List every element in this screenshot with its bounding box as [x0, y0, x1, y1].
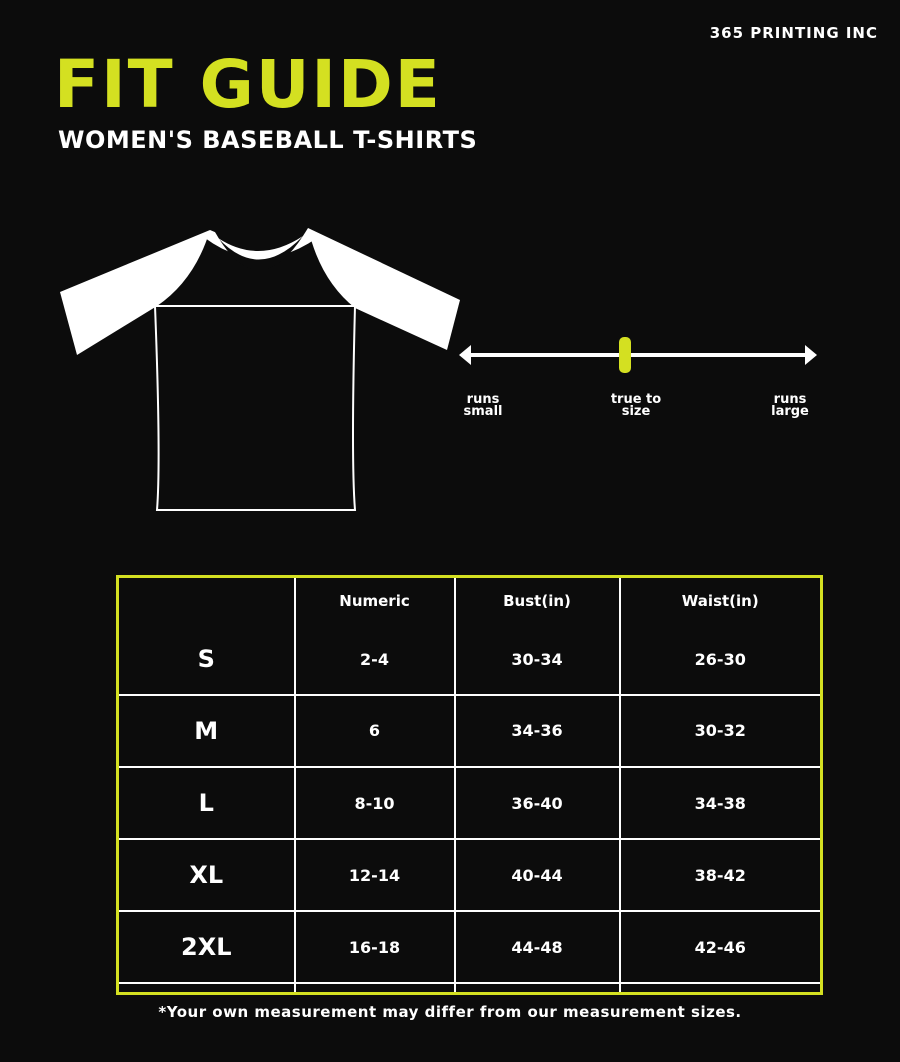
- table-row: L 8-10 36-40 34-38: [117, 765, 822, 841]
- size-cell: M: [117, 693, 296, 768]
- page-title: FIT GUIDE: [54, 46, 442, 123]
- fit-marker: [619, 337, 631, 373]
- header-cell: Bust(in): [453, 576, 621, 625]
- value-cell: 30-34: [453, 624, 621, 696]
- size-cell: 2XL: [117, 910, 296, 985]
- size-cell: L: [117, 765, 296, 841]
- header-cell: [117, 576, 296, 625]
- table-row: 2XL 16-18 44-48 42-46: [117, 910, 822, 985]
- table-row: M 6 34-36 30-32: [117, 693, 822, 768]
- fit-scale-arrow: [459, 337, 817, 373]
- value-cell: 40-44: [453, 838, 621, 913]
- table-row: S 2-4 30-34 26-30: [117, 624, 822, 696]
- value-cell: 6: [293, 693, 456, 768]
- runs-small-label: runs small: [463, 392, 503, 419]
- value-cell: 34-36: [453, 693, 621, 768]
- header-cell: Numeric: [293, 576, 456, 625]
- size-cell: XL: [117, 838, 296, 913]
- value-cell: 38-42: [618, 838, 822, 913]
- value-cell: 30-32: [618, 693, 822, 768]
- size-chart-table: Numeric Bust(in) Waist(in) S 2-4 30-34 26-3…: [116, 575, 823, 995]
- value-cell: 2-4: [293, 624, 456, 696]
- value-cell: 34-38: [618, 765, 822, 841]
- fit-scale: runs small true to size runs large: [455, 330, 825, 440]
- value-cell: 36-40: [453, 765, 621, 841]
- value-cell: 26-30: [618, 624, 822, 696]
- table-header-row: Numeric Bust(in) Waist(in): [117, 576, 822, 625]
- runs-large-label: runs large: [771, 392, 809, 419]
- brand-name: 365 PRINTING INC: [709, 24, 878, 42]
- size-cell: [117, 982, 296, 994]
- value-cell: 8-10: [293, 765, 456, 841]
- value-cell: 12-14: [293, 838, 456, 913]
- page-subtitle: WOMEN'S BASEBALL T-SHIRTS: [58, 126, 478, 154]
- footnote: *Your own measurement may differ from ou…: [158, 1003, 742, 1021]
- table-row: [117, 982, 822, 994]
- value-cell: [453, 982, 621, 994]
- true-to-size-label: true to size: [610, 392, 662, 419]
- value-cell: [293, 982, 456, 994]
- table-row: XL 12-14 40-44 38-42: [117, 838, 822, 913]
- value-cell: 44-48: [453, 910, 621, 985]
- raglan-shirt-illustration: [60, 228, 460, 511]
- value-cell: 42-46: [618, 910, 822, 985]
- value-cell: 16-18: [293, 910, 456, 985]
- header-cell: Waist(in): [618, 576, 822, 625]
- size-cell: S: [117, 624, 296, 696]
- value-cell: [618, 982, 822, 994]
